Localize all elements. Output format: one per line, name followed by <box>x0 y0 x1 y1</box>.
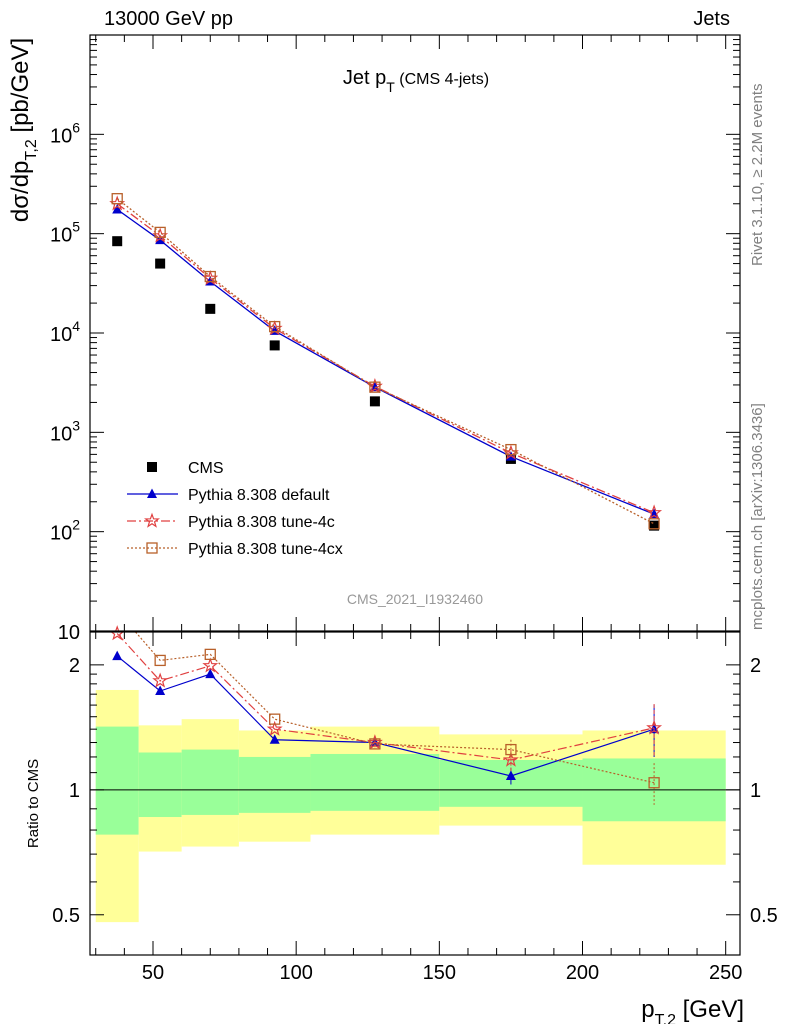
ratio-panel: 0.5 0.5 1 1 2 2 Ratio to CMS 50 100 150 200 250 pT,2… <box>25 625 778 1024</box>
y-tick-label: 2 <box>750 655 761 677</box>
main-series-line <box>116 203 655 514</box>
data-point <box>205 668 216 679</box>
uncertainty-band-green <box>95 726 139 835</box>
data-point <box>505 743 517 756</box>
x-tick-label: 250 <box>709 962 742 984</box>
main-panel: 10 102 103 104 105 106 dσ/dpT,2 [pb/GeV] Jet pT… <box>7 34 741 644</box>
data-point <box>269 320 281 333</box>
x-tick-label: 50 <box>142 962 164 984</box>
main-y-axis-label: dσ/dpT,2 [pb/GeV] <box>7 38 40 222</box>
data-point <box>269 340 280 351</box>
header-left: 13000 GeV pp <box>104 8 233 30</box>
data-point <box>154 226 166 239</box>
data-point <box>502 751 519 767</box>
data-point <box>112 204 123 214</box>
legend-label: Pythia 8.308 default <box>188 487 330 504</box>
main-series <box>111 193 660 530</box>
data-point <box>147 462 157 472</box>
data-point <box>147 488 157 498</box>
data-point <box>154 654 166 667</box>
uncertainty-band-green <box>238 756 311 813</box>
y-tick-label: 104 <box>50 318 80 346</box>
data-point <box>648 518 660 530</box>
y-tick-label: 10 <box>58 622 80 644</box>
main-series-line <box>116 198 655 525</box>
legend-item: Pythia 8.308 tune-4cx <box>127 541 343 558</box>
y-tick-label: 2 <box>69 655 80 677</box>
data-point <box>204 270 216 283</box>
data-point <box>646 504 663 520</box>
x-tick-label: 200 <box>566 962 599 984</box>
data-point <box>109 625 126 641</box>
data-point <box>146 542 158 554</box>
ratio-series-line <box>134 632 655 784</box>
y-tick-label: 1 <box>69 780 80 802</box>
data-point <box>202 657 219 673</box>
data-point <box>111 193 123 205</box>
data-point <box>205 303 216 314</box>
data-point <box>649 520 660 531</box>
y-tick-label: 103 <box>50 417 80 445</box>
data-point <box>269 713 281 725</box>
data-point <box>269 734 280 744</box>
data-point <box>155 234 166 245</box>
header-right: Jets <box>693 8 730 30</box>
data-point <box>505 770 516 780</box>
x-tick-label: 150 <box>423 962 456 984</box>
data-point <box>155 685 166 696</box>
data-point <box>646 719 663 735</box>
data-point <box>155 258 166 269</box>
legend-label: CMS <box>188 460 224 477</box>
data-point <box>112 236 123 247</box>
ratio-frame <box>89 631 741 956</box>
data-point <box>144 512 160 528</box>
legend: CMS Pythia 8.308 default Pythia 8.308 tune… <box>127 460 343 558</box>
x-axis-label: pT,2 [GeV] <box>641 996 744 1024</box>
legend-item: Pythia 8.308 tune-4c <box>127 512 335 531</box>
y-tick-label: 0.5 <box>750 905 778 927</box>
chart-title: Jet pT (CMS 4-jets) <box>343 67 489 95</box>
data-point <box>648 777 660 789</box>
uncertainty-band-green <box>181 749 239 815</box>
data-point <box>266 720 283 736</box>
legend-item: CMS <box>147 460 224 477</box>
uncertainty-band-green <box>310 753 440 811</box>
data-point <box>369 738 381 750</box>
legend-label: Pythia 8.308 tune-4cx <box>188 541 343 558</box>
ratio-series <box>134 632 660 805</box>
y-tick-label: 106 <box>50 119 80 147</box>
legend-label: Pythia 8.308 tune-4c <box>188 514 335 531</box>
data-point <box>649 508 660 519</box>
uncertainty-band-green <box>138 752 182 818</box>
data-point <box>505 443 517 456</box>
y-tick-label: 1 <box>750 780 761 802</box>
legend-item: Pythia 8.308 default <box>127 487 330 504</box>
data-point <box>204 648 216 661</box>
y-tick-label: 0.5 <box>52 905 80 927</box>
data-point <box>369 381 381 393</box>
y-tick-label: 102 <box>50 517 80 545</box>
y-tick-label: 105 <box>50 219 80 247</box>
data-point <box>112 650 123 661</box>
analysis-watermark: CMS_2021_I1932460 <box>347 591 483 607</box>
x-tick-label: 100 <box>279 962 312 984</box>
ratio-y-axis-label: Ratio to CMS <box>25 759 42 848</box>
data-point <box>152 672 169 688</box>
data-point <box>369 396 380 407</box>
